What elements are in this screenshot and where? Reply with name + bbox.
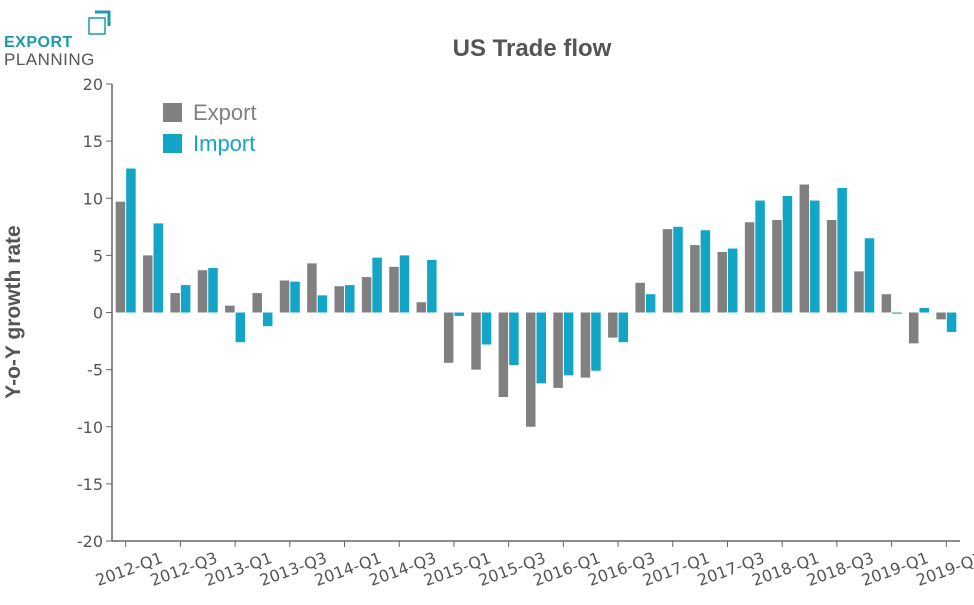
bar-export-2013-Q1 xyxy=(225,305,235,313)
bar-export-2018-Q2 xyxy=(799,184,810,313)
y-axis-label: Y-o-Y growth rate xyxy=(2,225,25,398)
bar-export-2015-Q4 xyxy=(526,312,536,427)
bar-import-2014-Q4 xyxy=(427,259,437,313)
bar-import-2013-Q3 xyxy=(290,281,300,313)
bar-import-2012-Q1 xyxy=(126,168,136,313)
y-tick-label: 5 xyxy=(93,246,103,265)
bar-export-2018-Q3 xyxy=(826,219,837,313)
bar-import-2019-Q1 xyxy=(892,312,902,314)
bar-import-2019-Q2 xyxy=(919,307,929,313)
bar-export-2019-Q2 xyxy=(908,312,919,344)
bar-export-2017-Q2 xyxy=(690,245,700,313)
bar-export-2013-Q3 xyxy=(279,280,290,313)
logo-text-export: EXPORT xyxy=(4,34,73,51)
bar-export-2015-Q1 xyxy=(443,312,454,363)
logo-text-planning: PLANNING xyxy=(4,50,95,69)
bar-export-2017-Q4 xyxy=(744,222,755,313)
legend: Export Import xyxy=(163,100,257,156)
bar-export-2016-Q4 xyxy=(635,282,645,313)
bar-import-2017-Q2 xyxy=(700,230,711,313)
y-tick-label: 20 xyxy=(83,75,103,94)
bar-import-2015-Q4 xyxy=(536,312,546,384)
bar-export-2016-Q3 xyxy=(608,312,618,338)
bar-export-2015-Q2 xyxy=(471,312,481,370)
bar-import-2012-Q2 xyxy=(153,223,164,313)
bar-import-2017-Q3 xyxy=(727,248,738,313)
bar-import-2016-Q3 xyxy=(618,312,629,343)
bar-export-2016-Q2 xyxy=(580,312,591,378)
legend-label-import: Import xyxy=(193,131,255,156)
bar-export-2018-Q4 xyxy=(854,271,864,313)
bar-import-2016-Q1 xyxy=(563,312,574,376)
bar-export-2019-Q3 xyxy=(936,312,946,320)
bar-import-2019-Q3 xyxy=(946,312,957,332)
legend-swatch-import xyxy=(163,134,182,153)
bar-import-2018-Q3 xyxy=(837,187,847,313)
bar-export-2012-Q3 xyxy=(170,293,180,313)
bar-import-2015-Q1 xyxy=(454,312,464,316)
logo-mark-icon xyxy=(87,10,111,46)
bar-export-2012-Q4 xyxy=(197,270,208,313)
y-tick-label: -10 xyxy=(77,418,103,437)
y-tick-label: 10 xyxy=(83,189,103,208)
bar-import-2015-Q2 xyxy=(481,312,492,345)
bar-import-2013-Q1 xyxy=(235,312,246,343)
bar-import-2018-Q1 xyxy=(782,195,793,313)
bar-export-2017-Q3 xyxy=(717,251,727,313)
bar-export-2013-Q2 xyxy=(252,293,262,313)
bar-import-2013-Q4 xyxy=(317,295,328,313)
bar-export-2012-Q1 xyxy=(115,201,126,313)
bar-export-2017-Q1 xyxy=(662,229,673,313)
bar-export-2019-Q1 xyxy=(881,294,892,313)
bar-import-2018-Q4 xyxy=(864,238,875,313)
bar-import-2015-Q3 xyxy=(509,312,519,366)
bar-export-2014-Q2 xyxy=(361,277,372,313)
y-tick-label: -5 xyxy=(87,361,103,380)
bars xyxy=(115,168,957,427)
y-tick-label: -15 xyxy=(77,475,103,494)
bar-export-2014-Q1 xyxy=(334,286,345,313)
y-tick-label: 0 xyxy=(93,304,103,323)
legend-label-export: Export xyxy=(193,100,257,125)
legend-swatch-export xyxy=(163,103,182,122)
bar-import-2017-Q1 xyxy=(673,226,683,313)
bar-import-2014-Q1 xyxy=(345,285,355,313)
chart-title: US Trade flow xyxy=(453,35,612,62)
bar-import-2018-Q2 xyxy=(810,200,820,313)
bar-import-2014-Q2 xyxy=(372,257,382,313)
bar-import-2014-Q3 xyxy=(399,255,410,313)
bar-export-2013-Q4 xyxy=(307,263,317,313)
bar-import-2012-Q4 xyxy=(208,267,218,313)
y-tick-label: 15 xyxy=(83,132,103,151)
bar-export-2018-Q1 xyxy=(772,219,782,313)
bar-import-2012-Q3 xyxy=(180,285,191,313)
bar-import-2017-Q4 xyxy=(755,200,765,313)
bar-export-2015-Q3 xyxy=(498,312,509,398)
bar-import-2016-Q2 xyxy=(591,312,601,371)
bar-import-2016-Q4 xyxy=(645,294,656,313)
axes: -20-15-10-5051015202012-Q12012-Q32013-Q1… xyxy=(77,75,974,590)
bar-export-2014-Q4 xyxy=(416,302,427,313)
y-tick-label: -20 xyxy=(77,532,103,551)
bar-export-2016-Q1 xyxy=(553,312,563,388)
bar-export-2014-Q3 xyxy=(389,266,399,313)
bar-export-2012-Q2 xyxy=(143,255,153,313)
bar-import-2013-Q2 xyxy=(262,312,273,327)
